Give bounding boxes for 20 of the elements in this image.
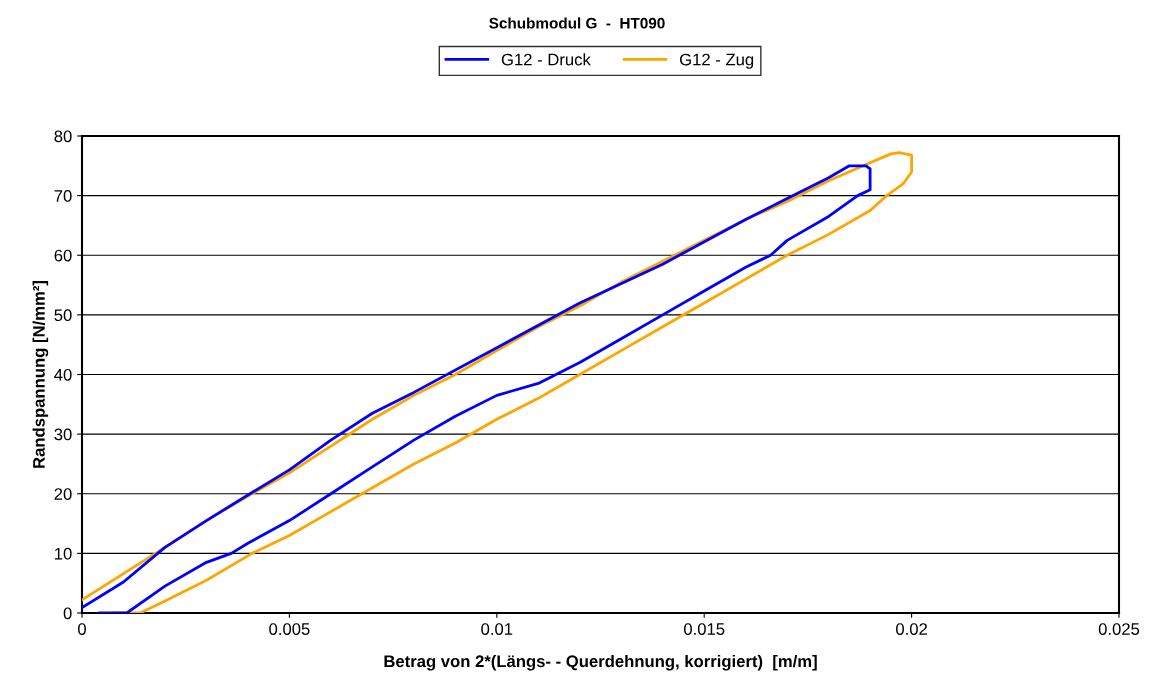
x-axis-title: Betrag von 2*(Längs- - Querdehnung, korrigiert) [m/m] [384,654,817,671]
x-tick-label: 0.015 [684,623,725,635]
x-tick-label: 0.025 [1098,623,1140,635]
y-tick-label: 40 [54,368,72,381]
y-tick-label: 60 [54,249,72,262]
x-tick-label: 0.01 [481,623,513,635]
y-tick-label: 80 [54,130,72,143]
x-tick-label: 0.005 [269,623,310,635]
y-tick-label: 70 [54,190,72,202]
y-tick-label: 30 [54,428,72,441]
y-tick-label: 50 [54,309,72,322]
y-tick-label: 20 [54,488,72,500]
x-tick-label: 0.02 [896,623,927,635]
legend-label: G12 - Druck [501,53,591,66]
y-axis-title: Randspannung [N/mm²] [32,280,49,468]
y-tick-label: 10 [55,547,72,560]
y-tick-label: 0 [63,607,72,620]
legend-label: G12 - Zug [679,53,754,69]
x-tick-label: 0 [78,623,86,635]
chart-title: Schubmodul G - HT090 [489,17,665,29]
